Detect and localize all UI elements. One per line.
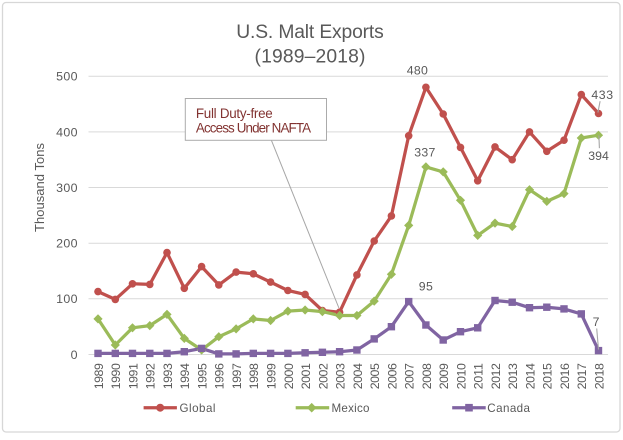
svg-text:1999: 1999 bbox=[265, 363, 279, 389]
svg-text:2016: 2016 bbox=[558, 363, 572, 389]
svg-text:1997: 1997 bbox=[230, 363, 244, 389]
svg-text:480: 480 bbox=[407, 63, 428, 77]
svg-text:1993: 1993 bbox=[161, 363, 175, 389]
svg-text:1996: 1996 bbox=[213, 363, 227, 389]
svg-text:394: 394 bbox=[588, 149, 609, 163]
svg-text:1991: 1991 bbox=[126, 363, 140, 389]
svg-text:0: 0 bbox=[71, 348, 78, 362]
svg-text:Thousand Tons: Thousand Tons bbox=[32, 143, 47, 233]
svg-text:200: 200 bbox=[56, 237, 77, 251]
svg-text:2000: 2000 bbox=[282, 363, 296, 389]
svg-text:2003: 2003 bbox=[334, 363, 348, 389]
svg-text:Full Duty-free: Full Duty-free bbox=[196, 106, 273, 121]
svg-text:2013: 2013 bbox=[506, 363, 520, 389]
svg-text:2012: 2012 bbox=[489, 363, 503, 389]
svg-text:2006: 2006 bbox=[385, 363, 399, 389]
svg-text:1992: 1992 bbox=[144, 363, 158, 389]
svg-text:337: 337 bbox=[414, 145, 435, 159]
svg-text:500: 500 bbox=[56, 70, 77, 84]
svg-text:95: 95 bbox=[419, 280, 433, 294]
svg-text:300: 300 bbox=[56, 181, 77, 195]
svg-text:Canada: Canada bbox=[487, 402, 530, 415]
svg-text:2017: 2017 bbox=[575, 363, 589, 389]
svg-text:2010: 2010 bbox=[454, 363, 468, 389]
svg-text:Global: Global bbox=[180, 402, 216, 415]
svg-text:2018: 2018 bbox=[592, 363, 606, 389]
svg-text:2011: 2011 bbox=[472, 363, 486, 389]
svg-text:1990: 1990 bbox=[109, 363, 123, 389]
svg-text:1994: 1994 bbox=[178, 363, 192, 389]
svg-text:Mexico: Mexico bbox=[332, 402, 370, 415]
svg-text:433: 433 bbox=[591, 88, 613, 102]
svg-text:2005: 2005 bbox=[368, 363, 382, 389]
svg-text:2007: 2007 bbox=[403, 363, 417, 389]
svg-text:1995: 1995 bbox=[196, 363, 210, 389]
svg-text:7: 7 bbox=[593, 315, 600, 329]
svg-text:Access Under NAFTA: Access Under NAFTA bbox=[196, 120, 311, 135]
svg-text:2004: 2004 bbox=[351, 363, 365, 389]
svg-text:2015: 2015 bbox=[541, 363, 555, 389]
svg-text:2014: 2014 bbox=[523, 363, 537, 389]
svg-text:1989: 1989 bbox=[92, 363, 106, 389]
svg-text:U.S. Malt Exports: U.S. Malt Exports bbox=[236, 22, 384, 43]
svg-text:2002: 2002 bbox=[316, 363, 330, 389]
svg-text:2009: 2009 bbox=[437, 363, 451, 389]
svg-text:100: 100 bbox=[56, 292, 77, 306]
svg-text:2008: 2008 bbox=[420, 363, 434, 389]
svg-text:400: 400 bbox=[56, 125, 77, 139]
svg-text:1998: 1998 bbox=[247, 363, 261, 389]
svg-text:(1989–2018): (1989–2018) bbox=[255, 47, 366, 68]
svg-text:2001: 2001 bbox=[299, 363, 313, 389]
